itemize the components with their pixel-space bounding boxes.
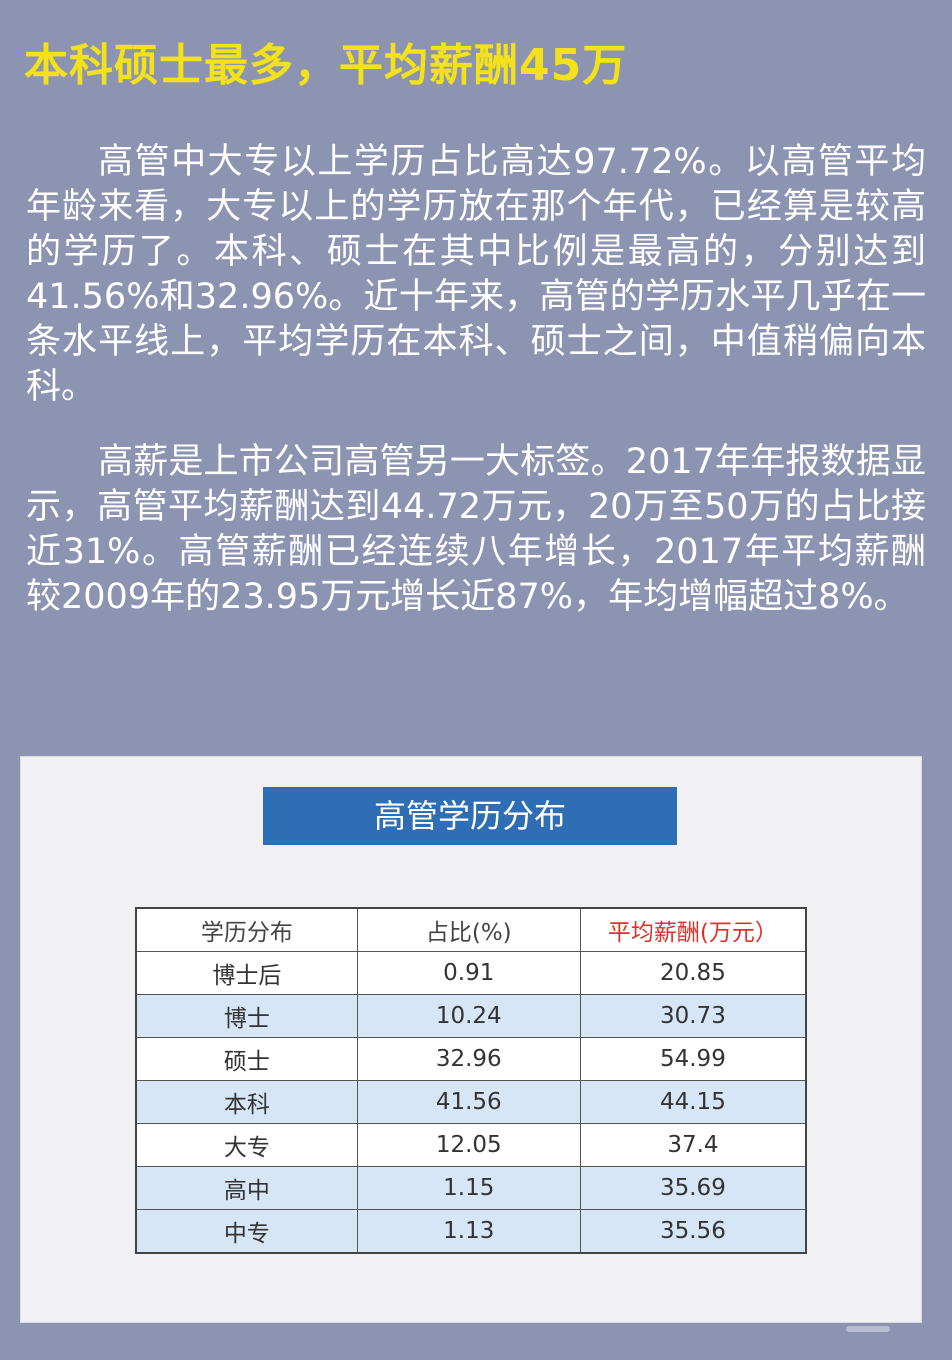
cell-share: 41.56 xyxy=(356,1080,581,1124)
table-header-row: 学历分布 占比(%) 平均薪酬(万元） xyxy=(135,907,807,952)
cell-education: 中专 xyxy=(135,1209,358,1254)
table-row: 博士后 0.91 20.85 xyxy=(135,951,807,995)
header-salary: 平均薪酬(万元） xyxy=(579,907,807,952)
table-row: 硕士 32.96 54.99 xyxy=(135,1037,807,1081)
table-title: 高管学历分布 xyxy=(263,787,677,845)
paragraph-education: 高管中大专以上学历占比高达97.72%。以高管平均年龄来看，大专以上的学历放在那… xyxy=(26,142,926,407)
table-row: 高中 1.15 35.69 xyxy=(135,1166,807,1210)
header-education: 学历分布 xyxy=(135,907,358,952)
cell-salary: 30.73 xyxy=(579,994,807,1038)
cell-education: 大专 xyxy=(135,1123,358,1167)
cell-share: 0.91 xyxy=(356,951,581,995)
cell-education: 本科 xyxy=(135,1080,358,1124)
headline: 本科硕士最多，平均薪酬45万 xyxy=(24,40,628,91)
cell-salary: 54.99 xyxy=(579,1037,807,1081)
cell-share: 32.96 xyxy=(356,1037,581,1081)
cell-education: 硕士 xyxy=(135,1037,358,1081)
header-share: 占比(%) xyxy=(356,907,581,952)
cell-share: 1.15 xyxy=(356,1166,581,1210)
table-row: 博士 10.24 30.73 xyxy=(135,994,807,1038)
cell-share: 1.13 xyxy=(356,1209,581,1254)
table-card: 高管学历分布 学历分布 占比(%) 平均薪酬(万元） 博士后 0.91 20.8… xyxy=(20,756,922,1323)
cell-share: 10.24 xyxy=(356,994,581,1038)
cell-salary: 35.69 xyxy=(579,1166,807,1210)
table-row: 中专 1.13 35.56 xyxy=(135,1209,807,1254)
cell-salary: 37.4 xyxy=(579,1123,807,1167)
education-table: 学历分布 占比(%) 平均薪酬(万元） 博士后 0.91 20.85 博士 10… xyxy=(135,907,807,1254)
cell-salary: 35.56 xyxy=(579,1209,807,1254)
cell-share: 12.05 xyxy=(356,1123,581,1167)
cell-salary: 20.85 xyxy=(579,951,807,995)
table-row: 大专 12.05 37.4 xyxy=(135,1123,807,1167)
cell-education: 高中 xyxy=(135,1166,358,1210)
cell-education: 博士后 xyxy=(135,951,358,995)
table-row: 本科 41.56 44.15 xyxy=(135,1080,807,1124)
cell-salary: 44.15 xyxy=(579,1080,807,1124)
cell-education: 博士 xyxy=(135,994,358,1038)
paragraph-salary: 高薪是上市公司高管另一大标签。2017年年报数据显示，高管平均薪酬达到44.72… xyxy=(26,442,926,617)
watermark-bar xyxy=(846,1326,890,1332)
